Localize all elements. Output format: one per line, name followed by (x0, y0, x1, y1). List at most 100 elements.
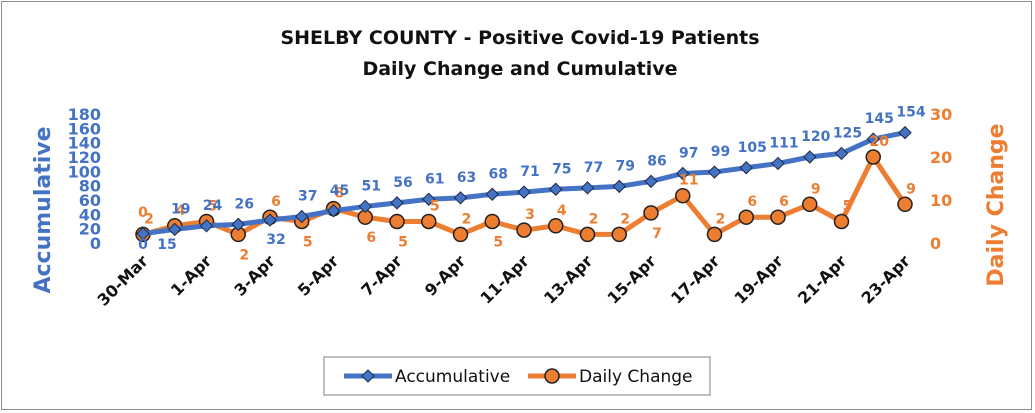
daily-change-point-22-Apr (865, 149, 881, 165)
accumulative-label-10-Apr: 68 (489, 166, 508, 182)
accumulative-point-20-Apr (803, 150, 817, 164)
accumulative-label-17-Apr: 99 (711, 144, 730, 160)
accumulative-label-21-Apr: 125 (833, 125, 862, 141)
y-tick-left-180: 180 (68, 105, 101, 124)
accumulative-point-9-Apr (453, 191, 468, 205)
accumulative-label-13-Apr: 77 (584, 160, 603, 176)
annotation-daily-zero: 0 (138, 205, 148, 221)
accumulative-label-9-Apr: 63 (457, 170, 476, 186)
daily-change-point-15-Apr (643, 205, 659, 221)
daily-change-point-21-Apr (833, 213, 850, 230)
daily-change-label-22-Apr: 20 (870, 134, 890, 150)
daily-change-label-13-Apr: 2 (589, 211, 599, 227)
daily-change-label-20-Apr: 9 (811, 181, 821, 197)
daily-change-point-18-Apr (738, 209, 754, 225)
y-tick-left-20: 20 (79, 220, 101, 239)
x-tick-9-Apr: 9-Apr (421, 251, 470, 300)
daily-change-label-5-Apr: 8 (335, 186, 345, 202)
accumulative-point-7-Apr (390, 196, 404, 210)
accumulative-label-16-Apr: 97 (679, 145, 698, 161)
daily-change-label-2-Apr: 2 (239, 247, 249, 263)
daily-change-label-15-Apr: 7 (652, 226, 662, 242)
y-tick-left-80: 80 (79, 177, 101, 196)
accumulative-label-7-Apr: 56 (393, 175, 412, 191)
daily-change-label-31-Mar: 4 (176, 203, 186, 219)
accumulative-label-15-Apr: 86 (647, 153, 666, 169)
accumulative-label-5-Apr: 45 (330, 183, 349, 199)
accumulative-label-11-Apr: 71 (520, 164, 539, 180)
legend-label-accumulative: Accumulative (395, 367, 510, 387)
y-tick-left-40: 40 (79, 205, 101, 224)
y-axis-title-left: Accumulative (31, 126, 56, 293)
daily-change-label-6-Apr: 6 (366, 230, 376, 246)
accumulative-point-21-Apr (834, 146, 849, 161)
x-tick-17-Apr: 17-Apr (667, 251, 723, 307)
accumulative-point-22-Apr (866, 132, 880, 146)
y-tick-left-0: 0 (90, 234, 101, 253)
accumulative-label-3-Apr: 32 (266, 232, 285, 248)
daily-change-point-16-Apr (675, 187, 691, 204)
daily-change-point-13-Apr (579, 226, 596, 243)
accumulative-point-16-Apr (676, 166, 690, 181)
y-tick-left-160: 160 (68, 119, 101, 138)
x-tick-21-Apr: 21-Apr (794, 251, 850, 307)
daily-change-point-20-Apr (802, 196, 818, 213)
accumulative-point-5-Apr (326, 204, 341, 218)
accumulative-point-15-Apr (644, 174, 658, 189)
accumulative-label-2-Apr: 26 (235, 196, 254, 212)
x-tick-7-Apr: 7-Apr (357, 251, 406, 300)
legend: Accumulative Daily Change (323, 356, 711, 396)
daily-change-label-14-Apr: 2 (620, 211, 630, 227)
x-tick-13-Apr: 13-Apr (540, 251, 596, 307)
annotation-accumulative-fifteen: 15 (157, 237, 176, 253)
daily-change-label-11-Apr: 3 (525, 207, 535, 223)
accumulative-label-18-Apr: 105 (738, 140, 767, 156)
daily-change-point-12-Apr (548, 218, 564, 234)
daily-change-label-3-Apr: 6 (271, 194, 281, 210)
accumulative-label-19-Apr: 111 (769, 135, 798, 151)
daily-change-label-16-Apr: 11 (679, 173, 698, 189)
daily-change-label-9-Apr: 2 (462, 211, 472, 227)
accumulative-point-11-Apr (517, 185, 531, 199)
chart-title: SHELBY COUNTY - Positive Covid-19 Patien… (280, 27, 759, 49)
daily-change-label-8-Apr: 5 (430, 199, 440, 215)
daily-change-label-1-Apr: 5 (208, 199, 218, 215)
daily-change-point-17-Apr (706, 226, 723, 243)
daily-change-label-10-Apr: 5 (493, 235, 503, 251)
daily-change-label-21-Apr: 5 (843, 199, 853, 215)
accumulative-point-19-Apr (771, 156, 785, 171)
y-tick-right-0: 0 (930, 234, 941, 253)
legend-marker-daily-change (544, 368, 560, 384)
y-tick-left-100: 100 (68, 162, 101, 181)
x-tick-23-Apr: 23-Apr (858, 251, 914, 307)
accumulative-point-3-Apr (263, 213, 277, 227)
x-tick-5-Apr: 5-Apr (294, 251, 343, 300)
y-tick-right-30: 30 (930, 105, 952, 124)
accumulative-label-8-Apr: 61 (425, 171, 444, 187)
accumulative-point-2-Apr (231, 217, 245, 232)
accumulative-point-10-Apr (485, 187, 499, 201)
x-tick-15-Apr: 15-Apr (604, 251, 660, 307)
daily-change-point-8-Apr (421, 213, 437, 230)
daily-change-label-18-Apr: 6 (747, 194, 757, 210)
accumulative-label-31-Mar: 19 (171, 201, 190, 217)
accumulative-point-18-Apr (739, 161, 753, 175)
y-tick-right-10: 10 (930, 191, 952, 210)
daily-change-point-7-Apr (389, 213, 405, 230)
daily-change-point-19-Apr (770, 209, 786, 225)
accumulative-point-14-Apr (612, 179, 626, 194)
legend-marker-accumulative (361, 369, 375, 383)
y-tick-left-60: 60 (79, 191, 101, 210)
daily-change-label-23-Apr: 9 (906, 181, 916, 197)
accumulative-point-1-Apr (199, 219, 214, 233)
legend-label-daily-change: Daily Change (579, 367, 693, 387)
daily-change-label-19-Apr: 6 (779, 194, 789, 210)
x-tick-30-Mar: 30-Mar (93, 251, 151, 309)
y-axis-title-right: Daily Change (984, 123, 1009, 286)
x-tick-11-Apr: 11-Apr (477, 251, 533, 307)
daily-change-point-10-Apr (484, 213, 500, 230)
x-tick-3-Apr: 3-Apr (230, 251, 279, 300)
accumulative-label-22-Apr: 145 (865, 111, 894, 127)
